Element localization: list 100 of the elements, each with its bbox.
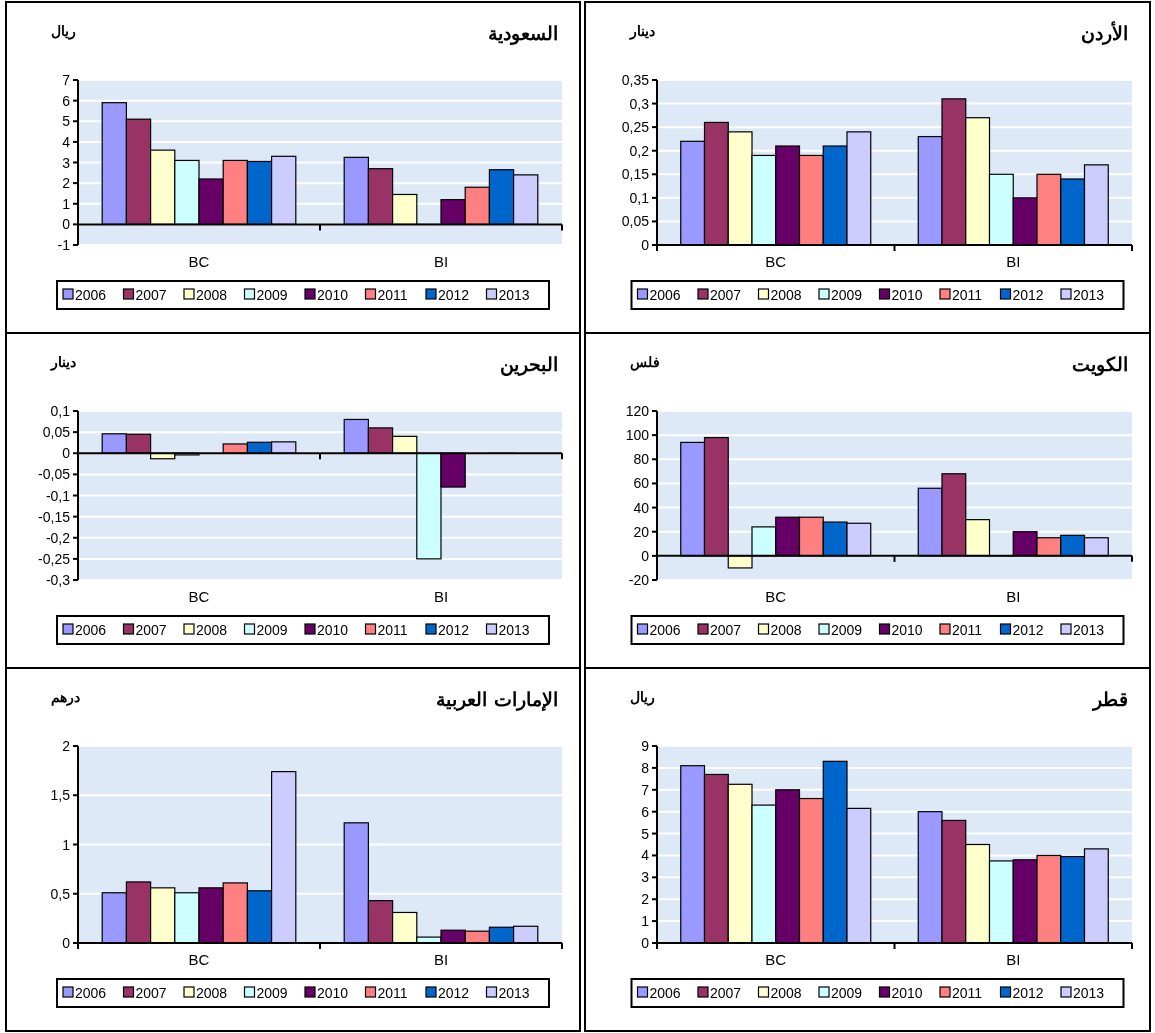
y-tick-label: 3	[641, 869, 650, 886]
legend-label: 2006	[75, 985, 107, 1001]
y-tick-label: 0,1	[50, 403, 71, 419]
y-tick-label: 0	[62, 935, 71, 951]
x-tick-label: BI	[433, 253, 449, 270]
y-tick-label: -20	[628, 572, 650, 588]
x-tick-label: BC	[188, 951, 210, 968]
y-tick-label: 0,3	[629, 95, 650, 112]
legend-label: 2009	[831, 287, 863, 303]
y-tick-label: 0,2	[629, 142, 650, 159]
legend-label: 2006	[75, 287, 107, 303]
y-tick-label: 3	[62, 154, 71, 171]
x-tick-label: BC	[765, 253, 787, 270]
chart-title: قطر	[1091, 688, 1128, 711]
y-tick-label: 1	[62, 195, 71, 212]
y-tick-label: 9	[641, 738, 650, 754]
y-tick-label: 0,05	[42, 424, 71, 441]
y-axis-title: دينار	[50, 354, 76, 371]
x-tick-label: BC	[188, 588, 210, 605]
y-tick-label: 100	[625, 427, 650, 444]
legend-label: 2010	[317, 985, 349, 1001]
legend-label: 2009	[256, 287, 288, 303]
y-tick-label: 0,35	[621, 72, 650, 88]
legend-label: 2007	[710, 622, 742, 638]
legend-label: 2011	[952, 622, 983, 638]
legend-label: 2012	[1012, 287, 1044, 303]
legend-label: 2012	[1012, 622, 1044, 638]
y-tick-label: 0,15	[621, 166, 650, 183]
legend-label: 2009	[256, 985, 288, 1001]
y-tick-label: 1,5	[50, 787, 71, 804]
y-tick-label: -0,15	[38, 508, 71, 525]
legend-label: 2010	[891, 287, 923, 303]
legend-label: 2011	[952, 287, 983, 303]
y-tick-label: 120	[625, 403, 650, 419]
x-tick-label: BC	[765, 588, 787, 605]
y-tick-label: 60	[633, 475, 650, 492]
y-tick-label: 0	[641, 237, 650, 253]
legend-label: 2012	[1012, 985, 1044, 1001]
y-tick-label: 6	[641, 803, 650, 820]
legend-label: 2006	[649, 287, 681, 303]
y-tick-label: -0,1	[45, 487, 71, 504]
y-tick-label: 2	[62, 738, 71, 754]
legend-label: 2013	[1073, 287, 1105, 303]
legend-label: 2008	[770, 985, 802, 1001]
y-tick-label: 0	[641, 547, 650, 564]
legend-label: 2011	[952, 985, 983, 1001]
legend-label: 2013	[498, 985, 530, 1001]
y-tick-label: -1	[57, 237, 71, 253]
y-tick-label: 2	[641, 891, 650, 908]
y-tick-label: 7	[641, 781, 650, 798]
y-tick-label: 4	[641, 847, 650, 864]
legend-label: 2010	[891, 622, 923, 638]
x-tick-label: BC	[765, 951, 787, 968]
chart-title: البحرين	[500, 353, 558, 376]
y-tick-label: 20	[633, 523, 650, 540]
legend-label: 2008	[196, 287, 228, 303]
legend-label: 2008	[770, 622, 802, 638]
legend-label: 2008	[770, 287, 802, 303]
chart-title: السعودية	[488, 22, 558, 45]
legend-label: 2009	[256, 622, 288, 638]
legend-label: 2013	[498, 622, 530, 638]
x-tick-label: BI	[433, 588, 449, 605]
y-tick-label: 80	[633, 451, 650, 468]
y-tick-label: 2	[62, 175, 71, 192]
y-axis-title: ريال	[51, 23, 76, 40]
y-tick-label: 0	[62, 216, 71, 233]
legend-label: 2007	[710, 287, 742, 303]
x-tick-label: BI	[433, 951, 449, 968]
y-tick-label: 1	[641, 913, 650, 930]
x-tick-label: BC	[188, 253, 210, 270]
y-tick-label: 8	[641, 759, 650, 776]
legend-label: 2009	[831, 622, 863, 638]
y-axis-title: درهم	[51, 689, 80, 706]
legend-label: 2006	[649, 985, 681, 1001]
legend-label: 2012	[438, 622, 470, 638]
legend-label: 2011	[377, 287, 408, 303]
x-tick-label: BI	[1006, 588, 1021, 605]
legend-label: 2010	[317, 287, 349, 303]
legend-label: 2006	[75, 622, 107, 638]
y-tick-label: 40	[633, 499, 650, 516]
legend-label: 2006	[649, 622, 681, 638]
y-tick-label: 0	[641, 935, 650, 951]
y-axis-title: ريال	[630, 689, 655, 706]
y-tick-label: 0	[62, 445, 71, 462]
y-tick-label: 0,05	[621, 213, 650, 230]
y-tick-label: -0,2	[45, 529, 71, 546]
y-tick-label: 1	[62, 836, 71, 853]
y-tick-label: 6	[62, 92, 71, 109]
y-tick-label: -0,3	[45, 572, 71, 588]
y-tick-label: 4	[62, 133, 71, 150]
legend-label: 2013	[498, 287, 530, 303]
y-tick-label: 0,1	[629, 189, 650, 206]
y-tick-label: 0,25	[621, 119, 650, 136]
legend-label: 2011	[377, 622, 408, 638]
y-tick-label: -0,25	[38, 550, 71, 567]
legend-label: 2007	[710, 985, 742, 1001]
y-tick-label: 7	[62, 72, 71, 88]
y-axis-title: دينار	[629, 23, 655, 40]
x-tick-label: BI	[1006, 253, 1021, 270]
y-tick-label: 0,5	[50, 885, 71, 902]
